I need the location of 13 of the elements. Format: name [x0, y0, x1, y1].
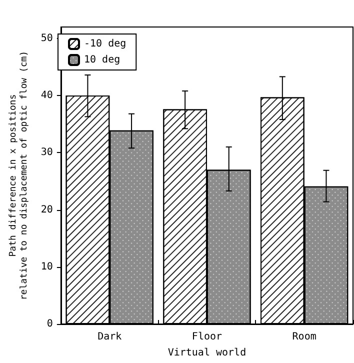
y-axis-title: Path difference in x positions relative to no displacement of optic flow (cm) — [8, 50, 30, 300]
x-tick-label: Floor — [192, 332, 222, 342]
x-tick-label: Dark — [98, 332, 122, 342]
y-tick-label: 30 — [40, 147, 53, 158]
y-tick-label: 0 — [46, 318, 53, 330]
y-tick-label: 10 — [40, 261, 53, 272]
y-tick-label: 20 — [40, 204, 53, 216]
legend-label: 10 deg — [84, 54, 120, 66]
legend-label: -10 deg — [84, 38, 126, 50]
y-tick-label: 50 — [40, 32, 53, 44]
x-tick-label: Room — [292, 332, 316, 342]
x-axis-title: Virtual world — [168, 348, 246, 358]
y-tick-label: 40 — [40, 90, 53, 102]
